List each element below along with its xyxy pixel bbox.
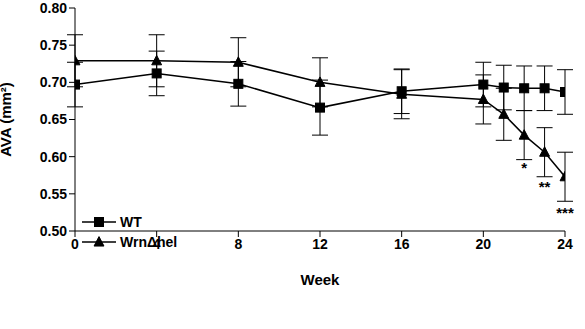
svg-text:0: 0 bbox=[71, 236, 79, 252]
svg-text:8: 8 bbox=[234, 236, 242, 252]
svg-text:4: 4 bbox=[153, 236, 161, 252]
svg-text:Week: Week bbox=[301, 271, 341, 288]
svg-text:0.55: 0.55 bbox=[40, 186, 67, 202]
svg-text:***: *** bbox=[556, 204, 574, 221]
svg-text:16: 16 bbox=[394, 236, 410, 252]
svg-text:**: ** bbox=[539, 178, 551, 195]
svg-text:12: 12 bbox=[312, 236, 328, 252]
svg-text:0.80: 0.80 bbox=[40, 0, 67, 16]
svg-text:0.70: 0.70 bbox=[40, 74, 67, 90]
svg-text:20: 20 bbox=[476, 236, 492, 252]
svg-text:24: 24 bbox=[557, 236, 573, 252]
svg-text:0.65: 0.65 bbox=[40, 111, 67, 127]
svg-text:0.50: 0.50 bbox=[40, 223, 67, 239]
svg-text:0.60: 0.60 bbox=[40, 149, 67, 165]
svg-text:*: * bbox=[521, 159, 527, 176]
svg-text:AVA (mm²): AVA (mm²) bbox=[8, 82, 14, 157]
svg-text:0.75: 0.75 bbox=[40, 37, 67, 53]
